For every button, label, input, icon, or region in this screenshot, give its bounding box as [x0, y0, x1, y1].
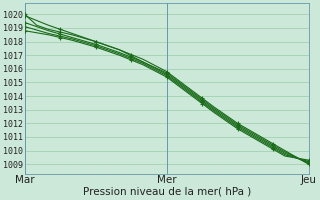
- X-axis label: Pression niveau de la mer( hPa ): Pression niveau de la mer( hPa ): [83, 187, 251, 197]
